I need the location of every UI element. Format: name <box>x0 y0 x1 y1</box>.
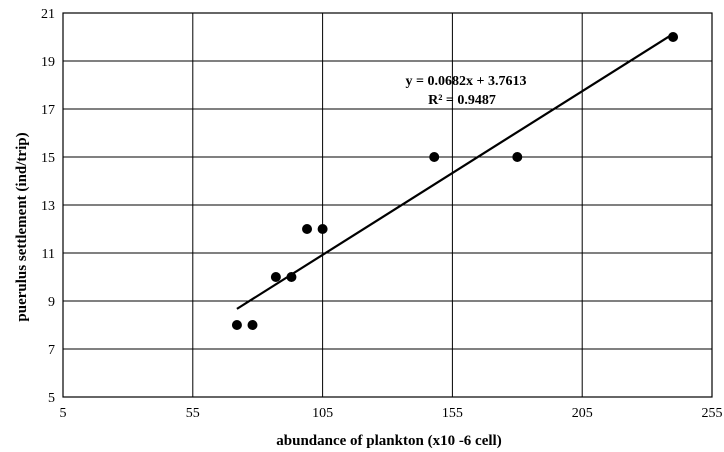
x-axis-title: abundance of plankton (x10 -6 cell) <box>276 433 501 449</box>
plot-area-frame <box>62 12 713 398</box>
data-point <box>302 224 313 234</box>
y-tick-labels: 5 7 9 11 13 15 17 19 21 <box>41 7 55 406</box>
data-point <box>231 320 242 330</box>
x-tick-label: 205 <box>572 406 593 421</box>
y-axis-title: puerulus settlement (ind/trip) <box>14 132 30 321</box>
x-tick-label: 55 <box>186 406 200 421</box>
y-tick-label: 21 <box>41 7 55 22</box>
r-squared-label: R² = 0.9487 <box>428 93 496 108</box>
data-point <box>512 152 523 162</box>
y-tick-label: 17 <box>41 103 55 118</box>
x-tick-label: 255 <box>702 406 723 421</box>
trendline <box>236 32 674 310</box>
y-tick-label: 13 <box>41 199 55 214</box>
grid-lines <box>62 12 713 398</box>
data-points <box>231 32 679 330</box>
y-tick-label: 19 <box>41 55 55 70</box>
x-tick-label: 5 <box>60 406 67 421</box>
y-tick-label: 9 <box>48 295 55 310</box>
data-point <box>429 152 440 162</box>
data-point <box>247 320 258 330</box>
y-tick-label: 15 <box>41 151 55 166</box>
data-point <box>286 272 297 282</box>
x-tick-label: 105 <box>312 406 333 421</box>
data-point <box>270 272 281 282</box>
trendline-equation: y = 0.0682x + 3.7613 <box>406 74 527 89</box>
data-point <box>317 224 328 234</box>
y-tick-label: 11 <box>42 247 55 262</box>
data-point <box>668 32 679 42</box>
x-tick-labels: 5 55 105 155 205 255 <box>60 406 723 421</box>
x-tick-label: 155 <box>442 406 463 421</box>
y-tick-label: 5 <box>48 391 55 406</box>
y-tick-label: 7 <box>48 343 55 358</box>
